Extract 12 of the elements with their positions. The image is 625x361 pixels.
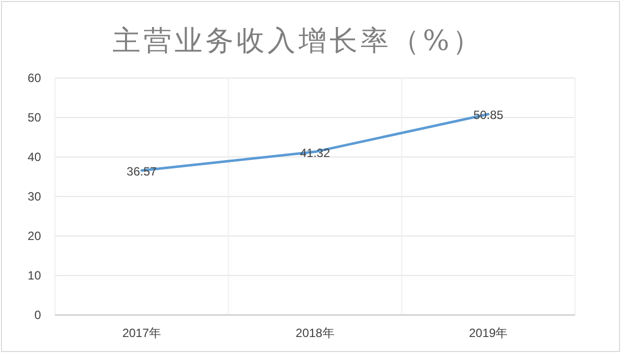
y-tick-label: 10 [28, 268, 42, 282]
data-label: 36.57 [126, 164, 158, 179]
y-tick-label: 40 [28, 150, 42, 164]
y-tick-label: 30 [28, 190, 42, 204]
y-tick-label: 20 [28, 229, 42, 243]
y-tick-label: 0 [34, 308, 42, 322]
x-tick-label: 2019年 [468, 326, 508, 340]
x-tick-label: 2018年 [296, 326, 334, 340]
y-tick-label: 50 [28, 110, 42, 124]
y-tick-label: 60 [28, 71, 42, 85]
x-tick-label: 2017年 [122, 326, 162, 340]
chart-title: 主营业务收入增长率（%） [112, 24, 484, 57]
